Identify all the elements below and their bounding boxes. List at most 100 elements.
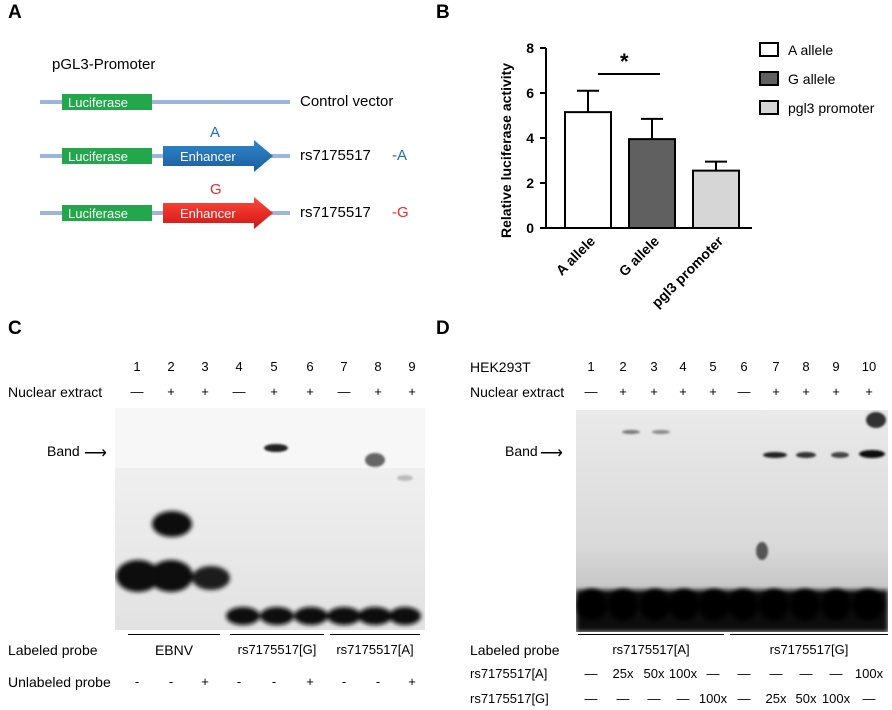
nuclear-extract-mark: — xyxy=(232,384,246,399)
row-a-label: rs7175517[A] xyxy=(470,666,548,681)
nuclear-extract-mark: + xyxy=(865,384,873,399)
lane-number: 10 xyxy=(861,359,877,374)
labeled-probe-label-c: Labeled probe xyxy=(8,642,98,658)
lane-number: 6 xyxy=(740,359,748,374)
group-underline xyxy=(128,634,220,635)
competitor-g-amount: 100x xyxy=(698,691,728,706)
nuclear-extract-mark: + xyxy=(167,384,175,399)
nuclear-extract-mark: + xyxy=(832,384,840,399)
legend-swatch xyxy=(759,100,779,115)
lane-number: 6 xyxy=(306,359,314,374)
group-underline xyxy=(230,634,324,635)
competitor-a-amount: 100x xyxy=(668,666,698,681)
construct-g-allele: -G xyxy=(392,204,409,221)
legend-swatch xyxy=(759,42,779,57)
lane-number: 8 xyxy=(802,359,810,374)
group-underline xyxy=(330,634,420,635)
lane-number: 5 xyxy=(270,359,278,374)
nuclear-extract-mark: + xyxy=(201,384,209,399)
nuclear-extract-mark: + xyxy=(619,384,627,399)
enhancer-label: Enhancer xyxy=(180,149,236,164)
nuclear-extract-label-c: Nuclear extract xyxy=(8,384,103,400)
group-underline xyxy=(730,634,888,635)
legend-label: pgl3 promoter xyxy=(788,100,875,116)
unlabeled-probe-mark: - xyxy=(341,674,347,689)
lane-number: 8 xyxy=(374,359,382,374)
competitor-g-amount: 50x xyxy=(795,691,817,706)
y-tick-label: 2 xyxy=(526,175,534,191)
nuclear-extract-mark: — xyxy=(584,384,598,399)
competitor-g-amount: — xyxy=(584,691,598,706)
unlabeled-probe-mark: + xyxy=(408,674,416,689)
lane-number: 4 xyxy=(235,359,243,374)
unlabeled-probe-mark: - xyxy=(168,674,174,689)
gel-image-d xyxy=(576,410,888,632)
nuclear-extract-mark: + xyxy=(270,384,278,399)
gel-bands-d xyxy=(576,410,888,632)
group-underline xyxy=(578,634,724,635)
lane-number: 3 xyxy=(201,359,209,374)
group-label-c-a: rs7175517[A] xyxy=(336,642,414,657)
unlabeled-probe-mark: + xyxy=(201,674,209,689)
group-label-d-g: rs7175517[G] xyxy=(769,642,849,657)
unlabeled-probe-mark: - xyxy=(134,674,140,689)
gel-bands-c xyxy=(115,444,425,630)
panel-b-letter: B xyxy=(436,2,450,23)
y-tick-label: 8 xyxy=(526,40,534,56)
legend-label: G allele xyxy=(788,71,836,87)
panel-a-letter: A xyxy=(8,2,22,23)
x-tick-label: A allele xyxy=(553,233,599,279)
x-tick-label: G allele xyxy=(616,233,663,280)
group-label-d-a: rs7175517[A] xyxy=(612,642,690,657)
construct-a-snp: rs7175517 xyxy=(300,147,371,164)
y-tick-label: 0 xyxy=(526,220,534,236)
lane-number: 5 xyxy=(709,359,717,374)
nuclear-extract-mark: + xyxy=(802,384,810,399)
allele-marker-a: A xyxy=(210,124,221,141)
competitor-g-amount: — xyxy=(676,691,690,706)
legend-label: A allele xyxy=(788,42,833,58)
panel-d-letter: D xyxy=(436,318,450,339)
significance-star: * xyxy=(620,49,629,74)
y-tick-label: 6 xyxy=(526,85,534,101)
lane-number: 9 xyxy=(832,359,840,374)
y-tick-label: 4 xyxy=(526,130,534,146)
lane-number: 4 xyxy=(679,359,687,374)
construct-a-allele: -A xyxy=(392,147,407,164)
group-label-c-g: rs7175517[G] xyxy=(237,642,317,657)
lane-number: 1 xyxy=(587,359,595,374)
unlabeled-probe-mark: - xyxy=(375,674,381,689)
unlabeled-probe-label: Unlabeled probe xyxy=(8,674,111,690)
construct-g-snp: rs7175517 xyxy=(300,204,371,221)
competitor-g-amount: 100x xyxy=(821,691,851,706)
luciferase-label: Luciferase xyxy=(68,149,128,164)
lane-number: 3 xyxy=(650,359,658,374)
nuclear-extract-mark: — xyxy=(130,384,144,399)
lane-number: 7 xyxy=(772,359,780,374)
bar xyxy=(692,169,740,229)
unlabeled-probe-mark: - xyxy=(236,674,242,689)
nuclear-extract-mark: + xyxy=(679,384,687,399)
control-vector-label: Control vector xyxy=(300,93,394,110)
competitor-a-amount: 100x xyxy=(854,666,884,681)
band-label-c: Band xyxy=(47,443,80,459)
bar xyxy=(564,111,612,229)
lane-number: 2 xyxy=(619,359,627,374)
nuclear-extract-mark: + xyxy=(306,384,314,399)
nuclear-extract-mark: + xyxy=(408,384,416,399)
competitor-a-amount: — xyxy=(829,666,843,681)
nuclear-extract-label-d: Nuclear extract xyxy=(470,384,565,400)
luciferase-bar-chart: 0 2 4 6 8 A allele G allele pgl3 promoter A alle… xyxy=(526,40,875,311)
row-g-label: rs7175517[G] xyxy=(470,691,549,706)
group-label-ebnv: EBNV xyxy=(154,642,194,658)
band-arrow-icon-c: ⟶ xyxy=(84,445,107,462)
lane-number: 2 xyxy=(167,359,175,374)
y-axis-label: Relative luciferase activity xyxy=(498,62,514,238)
gel-image-c xyxy=(115,408,425,630)
panel-c-letter: C xyxy=(8,318,22,339)
enhancer-label: Enhancer xyxy=(180,206,236,221)
competitor-g-amount: — xyxy=(862,691,876,706)
luciferase-label: Luciferase xyxy=(68,95,128,110)
competitor-a-amount: 50x xyxy=(643,666,665,681)
competitor-a-amount: — xyxy=(737,666,751,681)
